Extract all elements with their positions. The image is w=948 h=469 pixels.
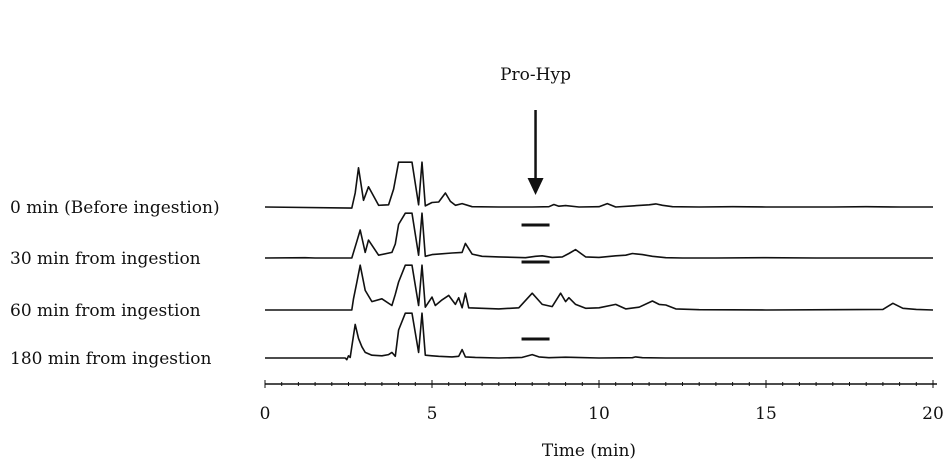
pro-hyp-marker-0 bbox=[521, 223, 550, 227]
x-axis-title: Time (min) bbox=[542, 441, 636, 461]
pro-hyp-marker-2 bbox=[521, 337, 550, 341]
x-tick-label-10: 10 bbox=[588, 404, 610, 424]
series-labels: 0 min (Before ingestion) 30 min from inge… bbox=[10, 198, 220, 369]
x-tick-label-15: 15 bbox=[755, 404, 777, 424]
trace-1 bbox=[264, 212, 933, 259]
trace-2 bbox=[265, 264, 934, 311]
x-tick-label-5: 5 bbox=[427, 404, 438, 424]
series-label-0: 0 min (Before ingestion) bbox=[10, 198, 220, 218]
x-tick-label-0: 0 bbox=[260, 404, 271, 424]
x-tick-label-20: 20 bbox=[922, 404, 944, 424]
pro-hyp-markers bbox=[521, 223, 550, 341]
x-axis: 0 5 10 15 20 bbox=[260, 380, 944, 424]
series-label-2: 60 min from ingestion bbox=[10, 301, 201, 321]
pro-hyp-marker-1 bbox=[521, 260, 550, 264]
series-label-1: 30 min from ingestion bbox=[10, 249, 201, 269]
traces-layer bbox=[264, 161, 934, 361]
pro-hyp-arrow-icon bbox=[527, 178, 544, 195]
series-label-3: 180 min from ingestion bbox=[10, 349, 211, 369]
trace-0 bbox=[264, 161, 933, 209]
pro-hyp-label: Pro-Hyp bbox=[500, 65, 571, 85]
trace-3 bbox=[265, 312, 933, 361]
